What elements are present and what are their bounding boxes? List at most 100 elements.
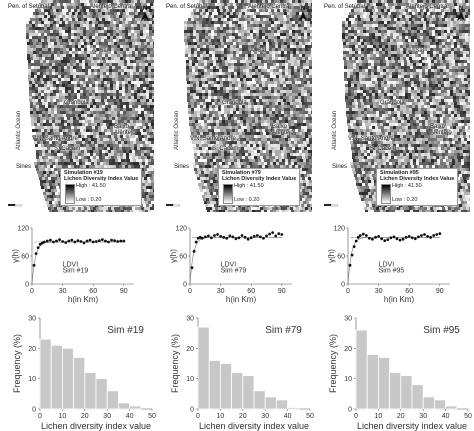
place-s-cacem: S. Cacém (54, 146, 81, 152)
variogram-point (55, 239, 58, 243)
variogram-point (91, 240, 95, 244)
legend-gradient (223, 184, 233, 204)
x-axis-label: h(in Km) (384, 295, 415, 304)
x-tick-label: 90 (120, 288, 128, 295)
variogram-point (116, 240, 120, 243)
variogram-point (203, 235, 207, 239)
variogram-point (258, 235, 262, 239)
north-arrow-icon: N (457, 6, 465, 21)
x-tick-label: 20 (239, 413, 247, 420)
legend-low-label: Low : 0.20 (392, 197, 418, 203)
variogram-point (85, 239, 89, 243)
x-tick-label: 60 (247, 288, 255, 295)
y-tick-label: 0 (190, 407, 194, 414)
histogram-bar (287, 407, 300, 410)
place-atlantic-ocean: Atlantic Ocean (16, 110, 22, 150)
variogram-point (395, 237, 399, 241)
place-alentejo-central: Alentejo Central (406, 4, 449, 10)
place-baixo-alentejo: Baixo Alentejo (272, 124, 294, 136)
y-tick-label: 0 (25, 282, 29, 289)
variogram-point (354, 239, 358, 243)
variogram-point (389, 236, 393, 240)
histogram-bar (253, 390, 266, 410)
variogram-point (192, 249, 196, 253)
x-tick-label: 30 (103, 413, 111, 420)
y-tick-label: 20 (186, 346, 194, 353)
x-axis-label: h(in Km) (68, 295, 99, 304)
variogram-point (265, 234, 268, 238)
place-a-sal: A. Sal (408, 48, 425, 54)
variogram-point (113, 239, 117, 242)
y-tick-label: 30 (344, 316, 352, 323)
variogram-point (352, 245, 356, 249)
histogram-bar (276, 399, 289, 410)
variogram-point (262, 236, 265, 240)
place-s-cacem: S. Cacém (212, 146, 239, 152)
variogram-point (429, 235, 433, 239)
variogram-point (119, 239, 123, 243)
y-tick-label: 10 (186, 376, 194, 383)
place-a-sal: A. Sal (92, 48, 109, 54)
y-axis-label: γ(h) (327, 249, 336, 263)
variogram-point (380, 237, 384, 241)
variogram-point (45, 239, 49, 243)
legend-simulation-title: Simulation #19 (64, 170, 103, 176)
variogram-point (280, 233, 284, 236)
variogram-point (213, 234, 216, 237)
y-axis-label: Frequency (%) (12, 334, 22, 393)
x-axis-label: Lichen diversity index value (357, 421, 467, 431)
lichen-map-raster (26, 0, 154, 212)
x-tick-label: 90 (278, 288, 286, 295)
y-axis-label: γ(h) (11, 249, 20, 263)
legend-low-label: Low : 0.20 (76, 197, 102, 203)
histogram-bar (50, 344, 63, 410)
variogram-point (438, 232, 442, 235)
histogram-bar (39, 338, 52, 410)
variogram-point (358, 234, 362, 237)
place-sines: Sines (16, 164, 32, 170)
variogram-point (386, 238, 390, 242)
variogram-point (38, 242, 42, 246)
north-arrow-icon: N (141, 6, 149, 21)
variogram-point (240, 234, 244, 237)
legend-gradient (65, 184, 75, 204)
variogram-point (392, 235, 396, 239)
place-atlantic-ocean: Atlantic Ocean (174, 110, 180, 150)
place-grandola: Grândola (380, 100, 405, 106)
variogram-point (407, 235, 411, 238)
x-tick-label: 0 (196, 413, 200, 420)
x-tick-label: 0 (30, 288, 34, 295)
variogram-point (42, 240, 46, 244)
x-axis-label: h(in Km) (226, 295, 257, 304)
legend-low-label: Low : 0.20 (234, 197, 260, 203)
x-axis-label: Lichen diversity index value (199, 421, 309, 431)
variogram-point (88, 238, 92, 242)
place-baixo-alentejo: Baixo Alentejo (114, 124, 136, 136)
variogram-point (200, 236, 204, 240)
variogram-point (274, 234, 278, 238)
legend-variable-title: Lichen Diversity Index Value (64, 176, 139, 182)
variogram-point (368, 236, 371, 240)
place-atlantic-ocean: Atlantic Ocean (332, 110, 338, 150)
variogram-point (79, 240, 83, 243)
histogram-bar (422, 396, 435, 410)
histogram-bar (73, 357, 86, 410)
annotation-simulation: Sim #95 (379, 267, 405, 274)
histogram-bar (411, 384, 424, 410)
histogram-bar (95, 378, 108, 410)
histogram-bar (220, 363, 233, 410)
x-tick-label: 90 (436, 288, 444, 295)
scale-bar (166, 204, 180, 207)
x-tick-label: 0 (38, 413, 42, 420)
variogram-point (268, 232, 271, 236)
y-tick-label: 0 (348, 407, 352, 414)
legend-high-label: High : 41.50 (392, 183, 422, 189)
variogram-point (271, 231, 275, 235)
x-tick-label: 20 (397, 413, 405, 420)
x-tick-label: 10 (217, 413, 225, 420)
place-pen-setubal: Pen. of Setúbal (324, 4, 366, 10)
variogram-point (432, 234, 436, 237)
variogram-point (76, 239, 80, 242)
legend-simulation-title: Simulation #95 (380, 170, 419, 176)
histogram-bar (366, 354, 379, 410)
